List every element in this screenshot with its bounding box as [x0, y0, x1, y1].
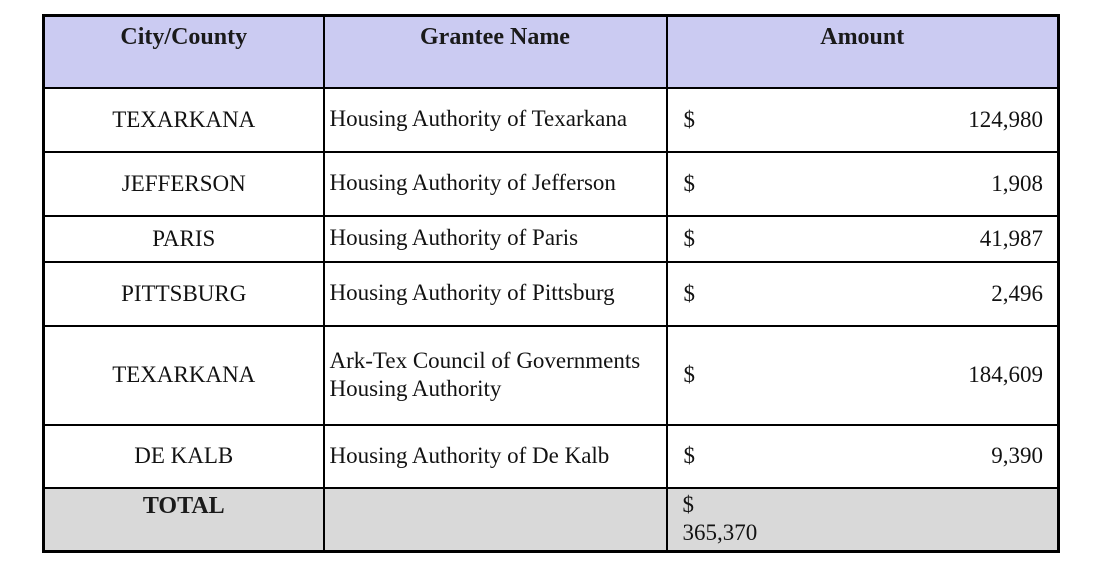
currency-symbol: $: [683, 443, 696, 468]
grantee-name-cell: Housing Authority of De Kalb: [322, 423, 668, 489]
amount-cell: $ 9,390: [665, 423, 1060, 489]
column-header-city-county: City/County: [42, 14, 325, 89]
currency-symbol: $: [682, 491, 695, 517]
total-empty-cell: [322, 486, 668, 553]
amount-value: 9,390: [991, 443, 1043, 468]
currency-symbol: $: [683, 362, 696, 387]
currency-symbol: $: [683, 280, 696, 306]
currency-symbol: $: [683, 106, 696, 132]
amount-value: 124,980: [968, 106, 1043, 132]
city-county-cell: TEXARKANA: [42, 86, 325, 153]
city-county-cell: TEXARKANA: [42, 324, 325, 426]
grantee-name-cell: Housing Authority of Texarkana: [322, 86, 668, 153]
amount-value: 2,496: [991, 280, 1043, 306]
column-header-grantee-name: Grantee Name: [322, 14, 668, 89]
amount-value: 184,609: [968, 362, 1043, 387]
table-row: TEXARKANA Ark-Tex Council of Governments…: [42, 324, 1060, 426]
grant-table: City/County Grantee Name Amount TEXARKAN…: [42, 14, 1060, 553]
amount-value: 41,987: [979, 225, 1043, 251]
amount-cell: $ 1,908: [665, 150, 1060, 217]
table-total-row: TOTAL $ 365,370: [42, 486, 1060, 553]
city-county-cell: DE KALB: [42, 423, 325, 489]
amount-cell: $ 2,496: [665, 260, 1060, 327]
amount-value: 1,908: [991, 170, 1043, 196]
column-header-amount: Amount: [665, 14, 1060, 89]
grantee-name-cell: Ark-Tex Council of Governments Housing A…: [322, 324, 668, 426]
amount-value: 365,370: [682, 520, 758, 546]
table-row: PITTSBURG Housing Authority of Pittsburg…: [42, 260, 1060, 327]
amount-cell: $ 184,609: [665, 324, 1060, 426]
grantee-name-cell: Housing Authority of Jefferson: [322, 150, 668, 217]
amount-cell: $ 124,980: [665, 86, 1060, 153]
city-county-cell: PARIS: [42, 214, 325, 263]
table-row: JEFFERSON Housing Authority of Jefferson…: [42, 150, 1060, 217]
grantee-name-cell: Housing Authority of Paris: [322, 214, 668, 263]
total-amount-cell: $ 365,370: [665, 486, 1060, 553]
city-county-cell: JEFFERSON: [42, 150, 325, 217]
grantee-name-cell: Housing Authority of Pittsburg: [322, 260, 668, 327]
total-label-cell: TOTAL: [42, 486, 325, 553]
city-county-cell: PITTSBURG: [42, 260, 325, 327]
currency-symbol: $: [683, 170, 696, 196]
table-header-row: City/County Grantee Name Amount: [42, 14, 1060, 89]
table-row: TEXARKANA Housing Authority of Texarkana…: [42, 86, 1060, 153]
amount-cell: $ 41,987: [665, 214, 1060, 263]
table-row: PARIS Housing Authority of Paris $ 41,98…: [42, 214, 1060, 263]
table-row: DE KALB Housing Authority of De Kalb $ 9…: [42, 423, 1060, 489]
currency-symbol: $: [683, 225, 696, 251]
